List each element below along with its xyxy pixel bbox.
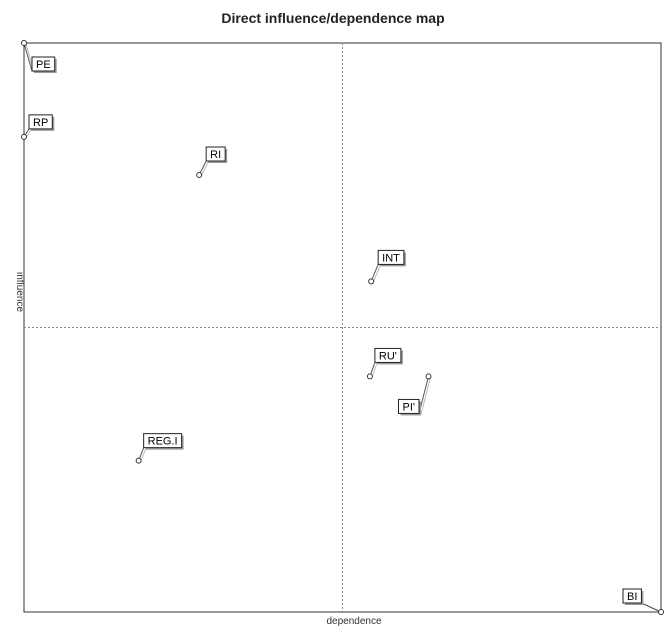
point-marker: [366, 373, 373, 380]
point-label: INT: [382, 252, 400, 264]
leader-line-shadow: [372, 265, 381, 283]
leader-line: [23, 42, 33, 72]
point-bi: BI: [622, 588, 664, 615]
point-marker: [135, 457, 142, 464]
label-box: [622, 588, 642, 604]
label-box: [31, 56, 56, 72]
label-box: [397, 398, 420, 414]
point-label: REG.I: [148, 436, 178, 448]
y-axis-label: influence: [14, 272, 25, 312]
point-marker: [658, 609, 664, 615]
chart-title: Direct influence/dependence map: [221, 10, 445, 26]
label-box: [374, 347, 402, 363]
point-label: PE: [36, 59, 51, 71]
leader-line: [370, 264, 379, 282]
label-box: [205, 146, 226, 162]
point-label: RU': [379, 350, 397, 362]
point-pe: PE: [21, 40, 57, 73]
point-label: PI': [402, 401, 415, 413]
leader-line-shadow: [371, 363, 378, 378]
leader-line: [641, 602, 662, 613]
point-label: RI: [210, 149, 221, 161]
point-marker: [196, 172, 203, 179]
point-marker: [21, 133, 27, 140]
point-ru: RU': [366, 347, 403, 380]
point-label: BI: [627, 591, 637, 603]
point-int: INT: [368, 249, 406, 285]
point-marker: [21, 40, 27, 46]
point-marker: [425, 373, 432, 380]
leader-line-shadow: [200, 161, 209, 177]
label-box: [28, 114, 53, 130]
point-rp: RP: [21, 114, 55, 140]
label-box: [143, 433, 183, 449]
data-points-layer: PE RP RI INT RU' PI' REG.I BI: [21, 40, 664, 615]
leader-line-shadow: [420, 377, 431, 415]
x-axis-label: dependence: [326, 616, 381, 626]
point-reg-i: REG.I: [135, 433, 184, 464]
point-label: RP: [33, 117, 48, 129]
point-ri: RI: [196, 146, 228, 179]
label-box: [377, 249, 405, 265]
leader-line-shadow: [140, 448, 147, 462]
point-marker: [368, 278, 375, 285]
point-pi: PI': [397, 373, 432, 416]
